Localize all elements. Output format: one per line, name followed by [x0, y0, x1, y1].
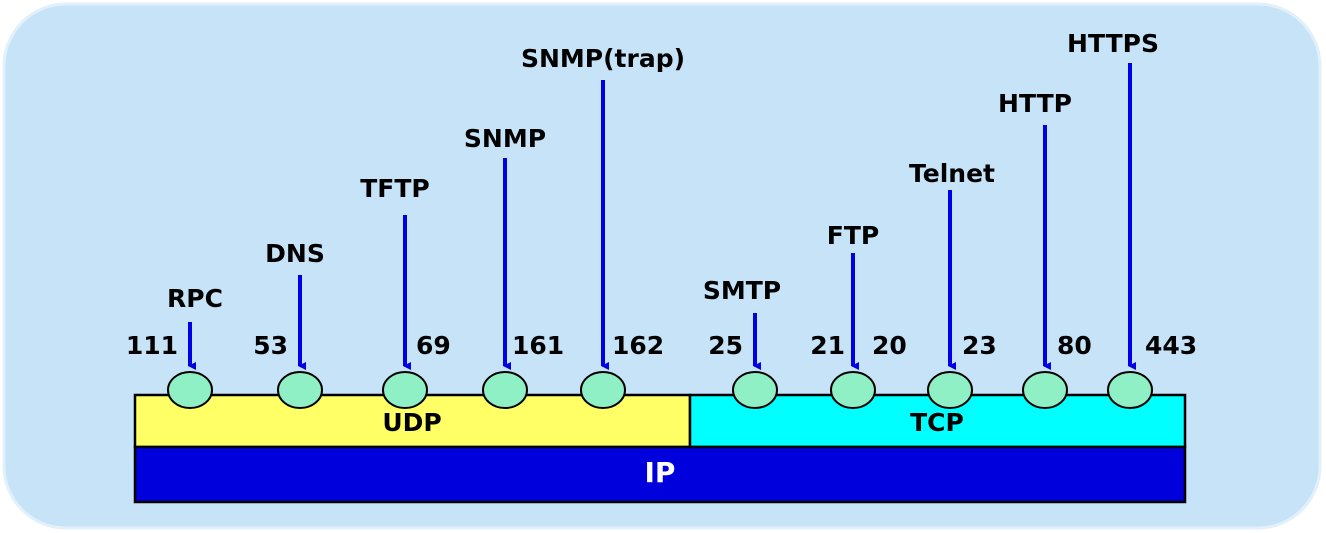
protocol-label: Telnet	[909, 159, 995, 188]
protocol-label: HTTPS	[1067, 29, 1159, 58]
port-circle	[1107, 371, 1153, 409]
udp-label: UDP	[382, 408, 441, 437]
protocol-label: TFTP	[360, 174, 430, 203]
port-number: 25	[708, 331, 743, 360]
port-number: 80	[1057, 331, 1092, 360]
port-number: 53	[253, 331, 288, 360]
protocol-label: DNS	[265, 239, 325, 268]
protocol-label: FTP	[827, 221, 879, 250]
port-number: 23	[962, 331, 997, 360]
port-circle	[167, 371, 213, 409]
protocol-label: RPC	[167, 284, 223, 313]
port-number: 161	[512, 331, 564, 360]
port-number: 20	[872, 331, 907, 360]
services: RPC 111 DNS 53 TFTP 69 SNMP 161 SNMP(trap) 162 SMT…	[126, 29, 1197, 409]
port-circle	[482, 371, 528, 409]
tcp-label: TCP	[910, 408, 964, 437]
port-circle	[830, 371, 876, 409]
port-circle	[1022, 371, 1068, 409]
protocol-label: HTTP	[998, 89, 1072, 118]
port-number: 443	[1145, 331, 1197, 360]
port-number: 21	[810, 331, 845, 360]
port-number: 69	[416, 331, 451, 360]
port-circle	[277, 371, 323, 409]
protocol-label: SNMP(trap)	[521, 44, 685, 73]
port-circle	[927, 371, 973, 409]
port-circle	[382, 371, 428, 409]
ip-label: IP	[645, 456, 676, 489]
port-number: 162	[612, 331, 664, 360]
protocol-label: SMTP	[703, 276, 781, 305]
port-number: 111	[126, 331, 178, 360]
ip-layer	[133, 445, 1187, 504]
protocol-label: SNMP	[464, 124, 546, 153]
port-circle	[732, 371, 778, 409]
port-circle	[580, 371, 626, 409]
